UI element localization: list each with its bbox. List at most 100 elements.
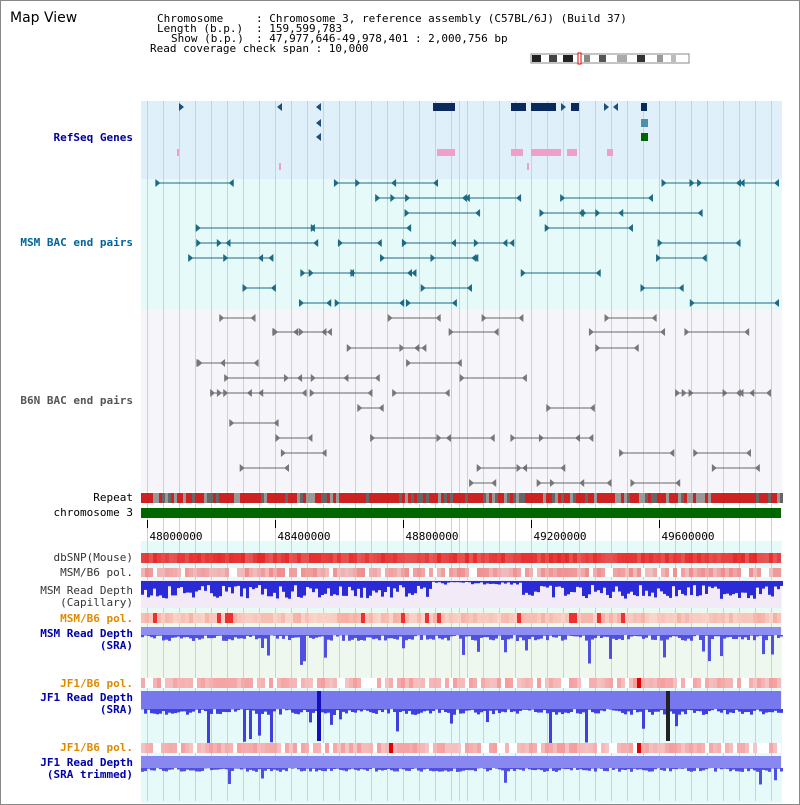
b6n-bac-end-icon <box>223 389 229 397</box>
dbsnp-segment <box>529 553 533 563</box>
msm-sra-depth-bar <box>282 635 285 639</box>
msm-bac-label[interactable]: MSM BAC end pairs <box>20 236 133 249</box>
dbsnp-segment <box>753 553 757 563</box>
b6n-bac-end-icon <box>491 479 497 487</box>
msm-depth-cap-label-1[interactable]: MSM Read Depth <box>40 584 133 597</box>
jf1-pol2-segment <box>697 743 701 753</box>
jf1-sra-depth-bar <box>264 709 267 712</box>
jf1-pol2-segment <box>157 743 161 753</box>
grid-line <box>195 101 196 801</box>
msm-bac-end-icon <box>420 284 426 292</box>
jf1-pol-segment <box>281 678 285 688</box>
msm-depth-cap-bar <box>357 581 360 589</box>
chromosome-label[interactable]: chromosome 3 <box>53 506 133 519</box>
msm-pol2-segment <box>269 613 273 623</box>
jf1-pol2-segment <box>381 743 385 753</box>
b6n-bac-end-icon <box>406 359 412 367</box>
msm-pol-segment <box>777 568 781 577</box>
b6n-bac-end-icon <box>754 464 760 472</box>
msm-pol-segment <box>261 568 265 577</box>
msm-sra-depth-bar <box>276 635 279 639</box>
jf1-sra-depth-bar <box>324 709 327 714</box>
dbsnp-segment <box>641 553 645 563</box>
jf1-sra-depth-bar <box>597 709 600 714</box>
jf1-depth-trim-label-1[interactable]: JF1 Read Depth <box>40 756 133 769</box>
msm-sra-depth-bar <box>606 635 609 637</box>
msm-depth-sra-label-1[interactable]: MSM Read Depth <box>40 627 133 640</box>
jf1-pol2-segment <box>621 743 625 753</box>
repeat-label[interactable]: Repeat <box>93 491 133 504</box>
msm-depth-cap-bar <box>453 581 456 583</box>
dbsnp-segment <box>337 553 341 563</box>
dbsnp-segment <box>577 553 581 563</box>
jf1-sra-depth-bar <box>228 709 231 713</box>
msm-sra-depth-bar <box>327 635 330 640</box>
msm-pol-label-2[interactable]: MSM/B6 pol. <box>60 612 133 625</box>
jf1-trim-depth-bar <box>474 768 477 772</box>
jf1-trim-depth-bar <box>297 768 300 770</box>
msm-depth-cap-bar <box>714 581 717 587</box>
jf1-pol-label-2[interactable]: JF1/B6 pol. <box>60 741 133 754</box>
repeat-segment <box>714 493 717 503</box>
msm-sra-depth-bar <box>462 635 465 655</box>
jf1-pol2-segment <box>189 743 193 753</box>
msm-sra-depth-bar <box>489 635 492 640</box>
jf1-sra-depth-bar <box>165 709 168 715</box>
jf1-pol-segment <box>429 678 433 688</box>
jf1-pol2-segment <box>281 743 285 753</box>
jf1-pol2-segment <box>589 743 593 753</box>
refseq-transcript-mark <box>511 149 523 156</box>
msm-pol-label-1[interactable]: MSM/B6 pol. <box>60 566 133 579</box>
jf1-pol-segment <box>533 678 537 688</box>
jf1-sra-depth-bar <box>354 709 357 713</box>
repeat-segment <box>753 493 756 503</box>
dbsnp-label[interactable]: dbSNP(Mouse) <box>53 551 133 564</box>
msm-depth-cap-bar <box>699 581 702 596</box>
msm-pol-segment <box>689 568 693 577</box>
repeat-segment <box>603 493 606 503</box>
msm-depth-cap-bar <box>324 581 327 594</box>
refseq-genes-label[interactable]: RefSeq Genes <box>53 131 133 144</box>
repeat-segment <box>414 493 417 503</box>
b6n-bac-end-icon <box>546 404 552 412</box>
msm-depth-cap-bar <box>741 581 744 593</box>
axis-label: 49200000 <box>533 530 587 543</box>
msm-pol-segment <box>465 568 469 577</box>
msm-pol-segment <box>549 568 553 577</box>
b6n-bac-label[interactable]: B6N BAC end pairs <box>20 394 133 407</box>
msm-sra-depth-bar <box>771 635 774 655</box>
jf1-sra-depth-bar <box>657 709 660 712</box>
chromosome-ideogram[interactable] <box>1 1 800 71</box>
msm-depth-cap-bar <box>552 581 555 598</box>
msm-sra-depth-bar <box>465 635 468 637</box>
jf1-trim-depth-bar <box>348 768 351 770</box>
jf1-trim-depth-bar <box>417 768 420 771</box>
msm-sra-depth-bar <box>171 635 174 638</box>
jf1-sra-depth-bar <box>357 709 360 711</box>
msm-depth-cap-bar <box>351 581 354 591</box>
jf1-trim-depth-bar <box>510 768 513 770</box>
msm-depth-cap-bar <box>765 581 768 587</box>
jf1-pol-segment <box>661 678 665 688</box>
jf1-pol-segment <box>405 678 409 688</box>
msm-depth-cap-bar <box>465 581 468 582</box>
jf1-pol2-segment <box>517 743 521 753</box>
jf1-trim-depth-bar <box>195 768 198 772</box>
jf1-pol-label-1[interactable]: JF1/B6 pol. <box>60 677 133 690</box>
repeat-segment <box>336 493 339 503</box>
jf1-depth-sra-label-1[interactable]: JF1 Read Depth <box>40 691 133 704</box>
repeat-segment <box>513 493 516 503</box>
jf1-pol2-segment <box>333 743 337 753</box>
msm-pol2-segment <box>233 613 237 623</box>
msm-pol2-segment <box>757 613 761 623</box>
jf1-pol-segment <box>505 678 509 688</box>
msm-depth-cap-bar <box>498 581 501 585</box>
msm-pol-segment <box>425 568 429 577</box>
jf1-trim-depth-bar <box>714 768 717 772</box>
jf1-sra-depth-bar <box>504 709 507 713</box>
jf1-sra-depth-bar <box>672 709 675 714</box>
msm-depth-cap-bar <box>732 581 735 595</box>
jf1-pol-segment <box>481 678 485 688</box>
msm-depth-cap-bar <box>243 581 246 589</box>
